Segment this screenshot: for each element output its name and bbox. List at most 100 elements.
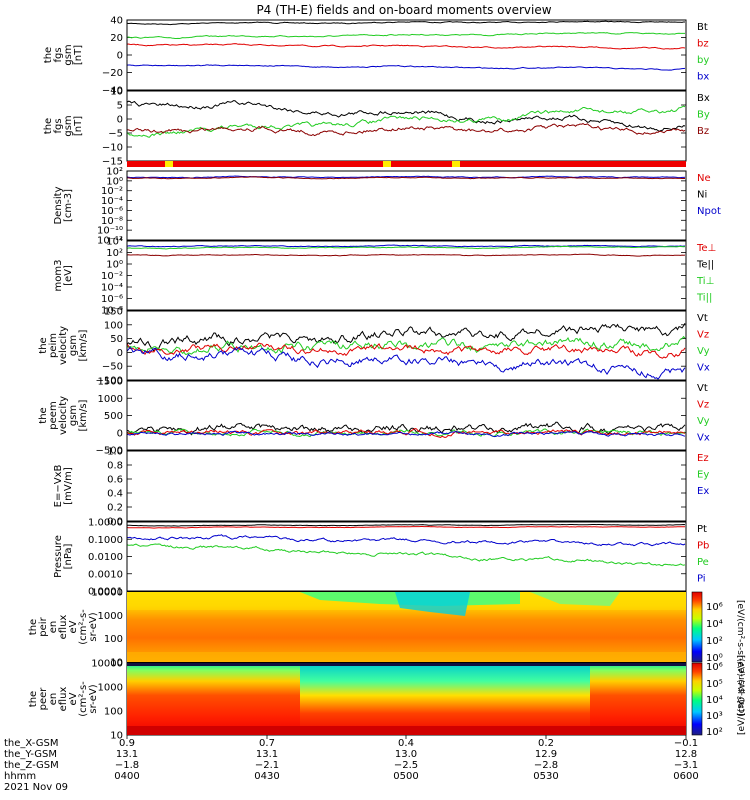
x-tick-label: −3.1 [674,760,698,771]
y-axis-label: eV [68,692,79,705]
y-tick-label: 0 [117,115,123,126]
chart-title: P4 (TH-E) fields and on-board moments ov… [256,3,551,17]
x-tick-label: 13.0 [395,749,417,760]
legend-entry: Vy [697,346,710,357]
legend-entry: Ez [697,453,709,464]
x-tick-label: 0500 [393,771,418,782]
y-tick-label: 10 [110,87,123,98]
legend-entry: Ey [697,470,709,481]
y-axis-label: eflux [58,615,69,640]
y-tick-label: −500 [96,446,123,457]
y-axis-label: [km/s] [78,399,89,431]
series-line [126,105,686,138]
y-tick-label: 10⁻⁶ [101,206,123,217]
series-line [126,175,686,179]
y-axis-label: gsm [68,335,79,356]
y-axis-label: mom3 [53,260,64,292]
series-line [126,245,686,250]
y-axis-label: the [28,619,39,635]
x-tick-label: 13.1 [256,749,278,760]
y-tick-label: 10⁻⁶ [101,294,123,305]
series-line [126,244,686,248]
legend-entry: By [697,110,710,121]
ion-spectrogram [127,592,686,662]
y-axis-label: sr-eV) [88,684,99,713]
x-tick-label: 0.4 [398,738,414,749]
x-tick-label: 0.2 [538,738,554,749]
y-tick-label: 0.0001 [88,587,123,598]
x-tick-label: 13.1 [116,749,138,760]
y-axis-label: [nPa] [63,543,74,569]
y-axis-label: eV [68,620,79,633]
y-tick-label: 500 [104,411,123,422]
series-line [126,32,685,40]
y-tick-label: 10⁴ [106,237,123,248]
series-line [126,123,686,137]
y-axis-label: en [48,693,59,706]
y-axis-label: [nT] [73,45,84,65]
y-axis-label: the [38,337,49,353]
panel-frame [126,380,687,451]
x-tick-label: 0530 [533,771,558,782]
y-axis-label: en [48,621,59,634]
y-tick-label: 1.0000 [88,518,123,529]
panel-frame [126,450,687,522]
legend-entry: Vz [697,330,709,341]
legend-entry: bz [697,39,709,50]
y-tick-label: 100 [104,320,123,331]
colorbar-tick: 10⁰ [706,653,723,664]
y-axis-label: Pressure [53,535,64,578]
y-axis-label: sr-eV) [88,612,99,641]
colorbar-label: [eV/(cm²-s-sr-eV)] [737,655,747,735]
y-tick-label: 0.4 [107,489,123,500]
y-tick-label: 10⁻¹² [97,236,123,247]
legend-entry: Ti|| [696,293,712,304]
y-axis-label: peem [48,401,59,429]
y-tick-label: 10⁻² [101,271,123,282]
y-tick-label: 10⁻¹⁰ [97,226,123,237]
series-line [126,43,686,50]
x-row-label: the_Z-GSM [4,760,59,771]
legend-entry: Bx [697,93,710,104]
legend-entry: by [697,55,709,66]
series-line [127,176,686,180]
legend-entry: Ne [697,173,711,184]
panel-frame [126,170,687,241]
series-line [126,253,686,257]
y-tick-label: 1000 [98,683,123,694]
y-tick-label: 40 [110,16,123,27]
panel-frame [126,310,687,381]
colorbar-tick: 10⁵ [706,679,723,690]
y-axis-label: [eV] [63,265,74,286]
panel-frame [126,240,687,311]
y-axis-label: Density [53,186,64,224]
colorbar-tick: 10⁴ [706,619,723,630]
series-line [126,427,686,439]
panel-frame [126,90,687,162]
y-tick-label: −40 [102,86,123,97]
series-line [126,64,686,71]
y-tick-label: 10⁻⁴ [101,283,123,294]
status-bar [127,161,686,167]
x-axis: the_X-GSM the_Y-GSM the_Z-GSM hhmm 2021 … [4,738,699,793]
y-axis-label: velocity [58,326,69,365]
y-tick-label: −5 [108,129,123,140]
series-line [126,322,686,353]
x-tick-label: 0400 [114,771,139,782]
y-axis-label: the [43,118,54,134]
series-line [126,523,686,527]
legend-entry: Vy [697,416,710,427]
colorbar-tick: 10⁶ [706,602,723,613]
y-tick-label: 1000 [98,611,123,622]
y-tick-label: 10⁻² [101,186,123,197]
y-tick-label: 10⁻⁴ [101,196,123,207]
panel-frame [126,19,687,91]
y-tick-label: 10000 [91,659,123,670]
y-tick-label: 10² [106,248,123,259]
y-tick-label: 0.1000 [88,535,123,546]
y-tick-label: 1000 [98,394,123,405]
y-tick-label: 0.0 [107,517,123,528]
y-axis-label: the [28,691,39,707]
colorbar-tick: 10³ [706,711,723,722]
